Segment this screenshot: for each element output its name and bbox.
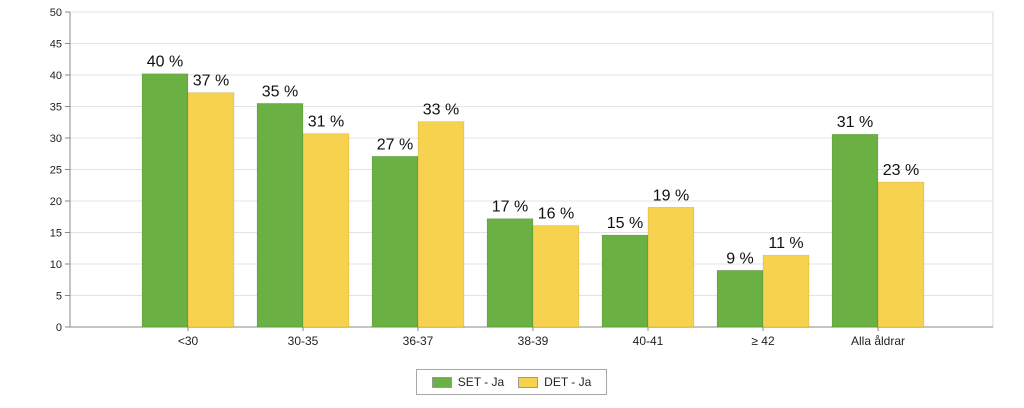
bar — [877, 181, 925, 328]
bar — [417, 121, 465, 328]
y-tick-label: 50 — [50, 7, 62, 19]
x-tick-label: 36-37 — [403, 334, 434, 348]
data-label: 17 % — [492, 199, 528, 216]
y-tick-label: 5 — [56, 291, 62, 303]
data-label: 15 % — [607, 215, 643, 232]
x-tick-label: Alla åldrar — [851, 334, 905, 348]
data-label: 11 % — [768, 235, 803, 252]
legend-swatch-det — [518, 376, 539, 388]
data-label: 37 % — [193, 73, 229, 90]
y-tick-label: 40 — [50, 70, 62, 82]
x-tick-label: ≥ 42 — [751, 334, 775, 348]
bar — [716, 269, 764, 328]
legend-item-det: DET - Ja — [518, 375, 591, 389]
y-tick-label: 0 — [56, 322, 62, 334]
bar — [532, 225, 580, 328]
x-tick-label: 30-35 — [288, 334, 319, 348]
data-label: 33 % — [423, 102, 459, 119]
bar — [831, 133, 879, 328]
data-label: 23 % — [883, 162, 919, 179]
x-tick-label: 40-41 — [633, 334, 664, 348]
y-tick-label: 45 — [50, 39, 62, 51]
data-label: 9 % — [726, 250, 754, 267]
bar — [647, 207, 695, 328]
legend-swatch-set — [431, 376, 452, 388]
y-tick-label: 10 — [50, 259, 62, 271]
legend-item-set: SET - Ja — [431, 375, 505, 389]
bar — [371, 155, 419, 328]
data-label: 19 % — [653, 187, 689, 204]
bar — [601, 234, 649, 328]
data-label: 27 % — [377, 136, 413, 153]
legend-label-det: DET - Ja — [544, 375, 592, 389]
legend: SET - Ja DET - Ja — [416, 369, 607, 395]
data-label: 31 % — [308, 114, 344, 131]
bar — [187, 92, 235, 328]
bar — [141, 73, 189, 328]
bar — [302, 133, 350, 328]
data-label: 16 % — [538, 206, 574, 223]
data-label: 35 % — [262, 83, 298, 100]
bar-chart: 0 5 10 15 20 25 30 35 40 45 50 40 % 37 % <30 35 % 31 % 3… — [50, 7, 994, 348]
y-tick-label: 25 — [50, 165, 62, 177]
y-tick-label: 35 — [50, 102, 62, 114]
y-tick-label: 30 — [50, 133, 62, 145]
bar — [762, 254, 810, 328]
x-tick-label: 38-39 — [518, 334, 549, 348]
bar — [486, 218, 534, 328]
x-tick-label: <30 — [178, 334, 199, 348]
data-label: 31 % — [837, 114, 873, 131]
y-tick-label: 15 — [50, 228, 62, 240]
bar — [256, 103, 304, 328]
data-label: 40 % — [147, 54, 183, 71]
legend-label-set: SET - Ja — [457, 375, 505, 389]
y-tick-label: 20 — [50, 196, 62, 208]
